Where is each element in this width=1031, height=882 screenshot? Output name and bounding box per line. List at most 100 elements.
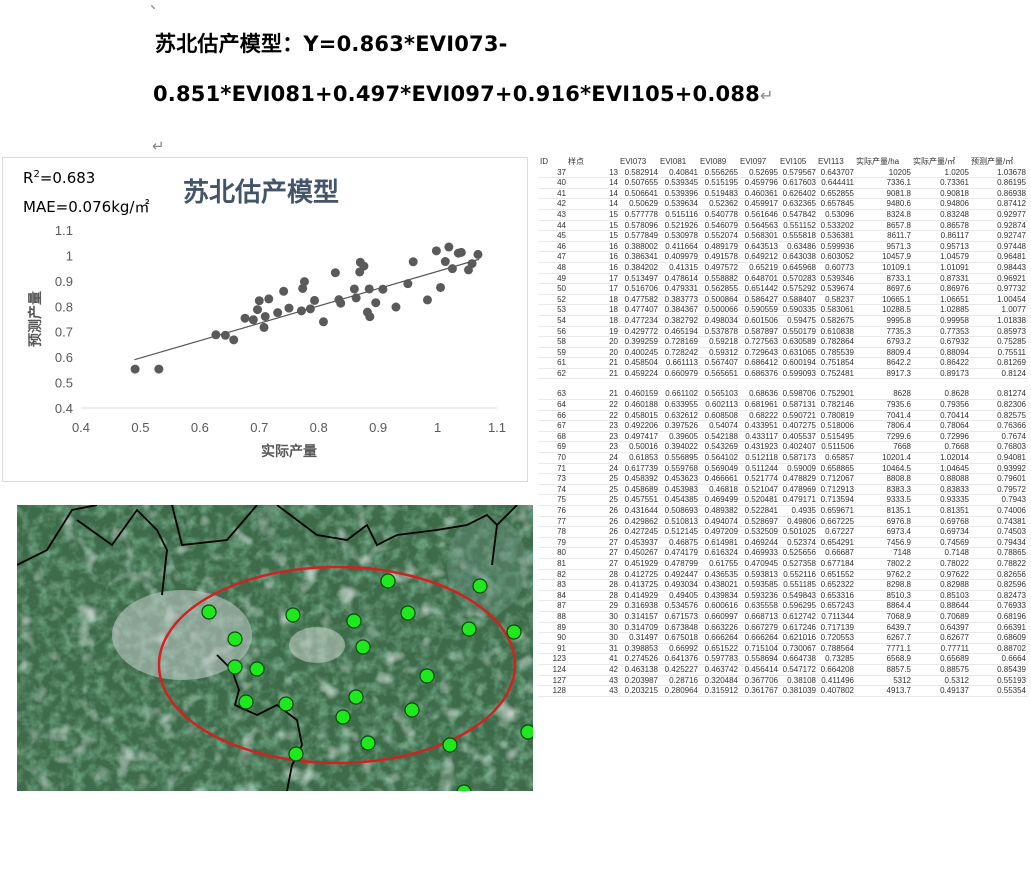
table-cell: 0.453937 <box>624 537 658 547</box>
table-cell: 0.74006 <box>997 506 1026 515</box>
x-tick-label: 0.4 <box>72 420 90 435</box>
column-header: 样点 <box>568 157 584 166</box>
table-cell: 0.489382 <box>704 506 738 515</box>
table-row: 76 26 0.431644 0.508693 0.489382 0.522841 0.49… <box>538 506 1028 517</box>
table-cell: 0.551152 <box>783 220 816 230</box>
table-cell: 23 <box>609 442 618 452</box>
table-cell: 0.663226 <box>704 622 738 632</box>
table-cell: 0.575292 <box>782 284 816 294</box>
table-cell: 0.67932 <box>940 337 969 347</box>
table-cell: 0.433951 <box>744 421 778 431</box>
table-cell: 0.381039 <box>782 686 816 696</box>
sample-marker <box>400 605 416 621</box>
return-mark: ↵ <box>759 86 774 105</box>
data-point <box>298 283 308 293</box>
table-cell: 0.66992 <box>669 643 698 653</box>
table-cell: 0.601506 <box>744 315 778 325</box>
table-cell: 89 <box>557 622 566 632</box>
table-cell: 22 <box>609 400 618 410</box>
table-cell: 0.519483 <box>704 188 738 198</box>
x-tick-label: 0.5 <box>131 420 149 435</box>
table-row: 63 21 0.460159 0.661102 0.565103 0.68636 0.598… <box>538 389 1028 401</box>
table-cell: 24 <box>609 463 618 473</box>
table-cell: 0.667279 <box>744 622 778 632</box>
data-point <box>349 284 359 294</box>
table-cell: 0.4935 <box>791 506 816 515</box>
table-cell: 0.82306 <box>997 400 1026 410</box>
table-cell: 0.500864 <box>704 294 738 304</box>
table-cell: 0.652855 <box>820 188 854 198</box>
table-cell: 0.492447 <box>664 569 698 579</box>
table-row: 59 20 0.400245 0.728242 0.59312 0.729643 0.631… <box>538 348 1028 359</box>
table-cell: 0.751854 <box>820 358 854 368</box>
table-cell: 0.590721 <box>782 410 816 420</box>
table-cell: 0.97448 <box>997 241 1026 251</box>
table-cell: 30 <box>609 611 618 621</box>
table-cell: 0.78865 <box>997 548 1026 558</box>
table-cell: 0.632365 <box>782 199 816 209</box>
data-point <box>211 330 221 340</box>
y-tick-label: 0.6 <box>55 350 73 365</box>
table-cell: 0.52362 <box>709 199 738 209</box>
table-cell: 0.564102 <box>704 453 738 463</box>
table-cell: 0.78022 <box>940 558 969 568</box>
table-row: 45 15 0.577849 0.530978 0.552074 0.568301 0.55… <box>538 231 1028 242</box>
r-squared-symbol: R <box>23 169 34 187</box>
data-point <box>473 249 483 259</box>
table-cell: 0.7943 <box>1001 495 1026 505</box>
table-cell: 0.525656 <box>782 548 816 558</box>
table-cell: 0.86976 <box>940 284 969 294</box>
data-point <box>336 298 346 308</box>
table-cell: 0.516706 <box>624 284 658 294</box>
table-cell: 5312 <box>893 675 911 685</box>
table-cell: 0.427245 <box>624 527 658 537</box>
table-cell: 77 <box>557 516 566 526</box>
data-point <box>431 246 441 256</box>
table-cell: 0.92747 <box>997 231 1026 241</box>
table-cell: 8733.1 <box>886 273 911 283</box>
table-cell: 0.400245 <box>624 347 658 357</box>
top-mark: 、 <box>150 0 166 12</box>
table-cell: 0.53096 <box>825 209 854 219</box>
data-point <box>310 295 320 305</box>
table-cell: 0.382792 <box>664 315 698 325</box>
table-cell: 4913.7 <box>886 686 911 696</box>
table-cell: 0.565651 <box>704 368 738 378</box>
sample-marker <box>355 639 371 655</box>
table-cell: 53 <box>557 305 566 315</box>
table-cell: 27 <box>609 537 618 547</box>
table-cell: 0.493034 <box>664 580 698 590</box>
table-cell: 0.459917 <box>744 199 778 209</box>
table-cell: 0.478614 <box>664 273 698 283</box>
data-point <box>296 306 306 316</box>
data-point <box>365 312 375 322</box>
table-cell: 44 <box>557 220 566 230</box>
table-cell: 0.788564 <box>820 643 854 653</box>
table-cell: 0.433117 <box>745 431 778 441</box>
table-cell: 64 <box>557 400 566 410</box>
table-cell: 0.85103 <box>940 590 969 600</box>
table-cell: 0.59312 <box>709 347 738 357</box>
boundary-lines <box>17 505 518 791</box>
table-cell: 0.552074 <box>704 231 738 241</box>
table-cell: 0.388002 <box>624 241 658 251</box>
table-cell: 0.661113 <box>665 358 698 368</box>
table-cell: 28 <box>609 569 618 579</box>
data-point <box>220 330 230 340</box>
table-cell: 61 <box>557 358 566 368</box>
table-cell: 0.780819 <box>820 410 854 420</box>
table-cell: 0.74503 <box>997 527 1026 537</box>
table-row: 82 28 0.412725 0.492447 0.436535 0.593813 0.55… <box>538 570 1028 581</box>
table-cell: 0.361767 <box>744 686 778 696</box>
y-tick-label: 0.9 <box>55 274 73 289</box>
table-cell: 0.522841 <box>744 506 778 515</box>
table-cell: 21 <box>609 368 618 378</box>
table-cell: 0.63486 <box>787 241 816 251</box>
table-cell: 0.7668 <box>944 442 969 452</box>
table-cell: 0.512145 <box>664 527 698 537</box>
table-cell: 0.564563 <box>744 220 778 230</box>
table-cell: 0.203215 <box>624 686 658 696</box>
data-point <box>254 296 264 306</box>
table-cell: 0.458504 <box>624 358 658 368</box>
table-cell: 7299.6 <box>886 431 911 441</box>
